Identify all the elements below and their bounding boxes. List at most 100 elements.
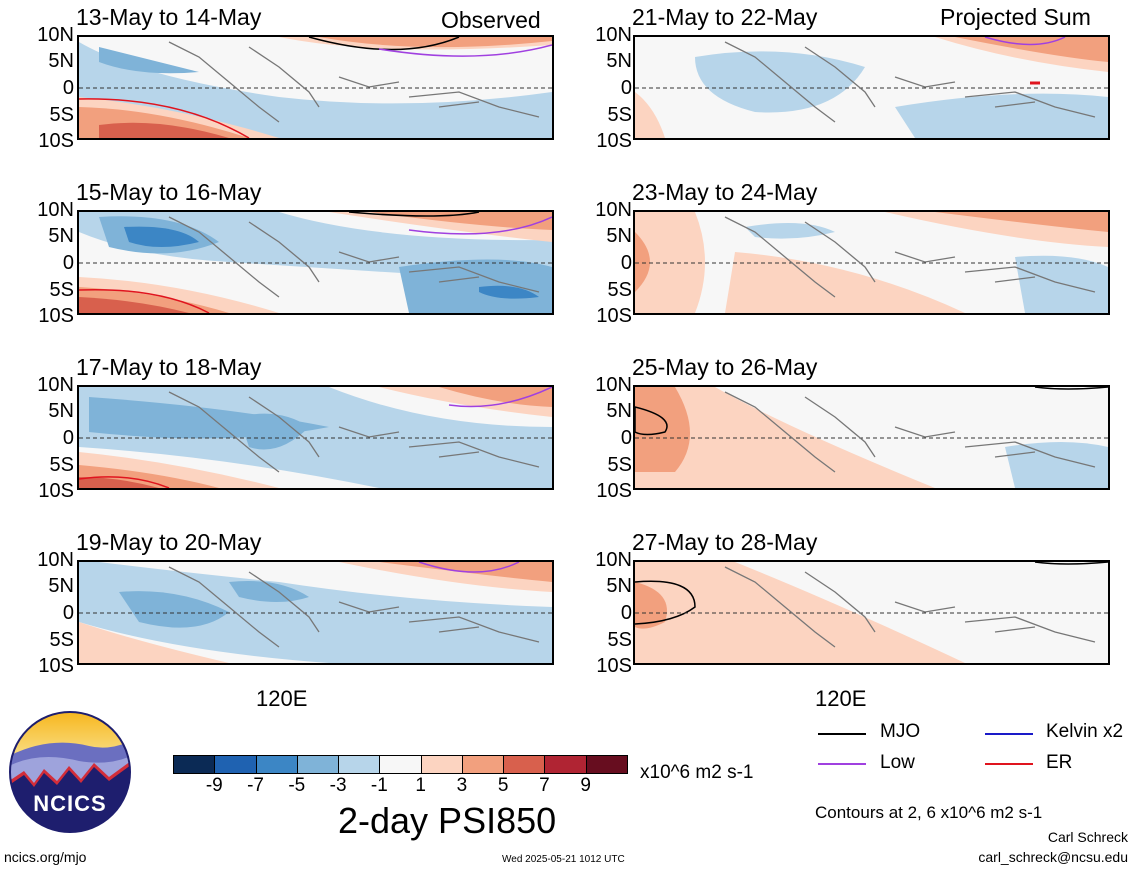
low-legend-label: Low xyxy=(880,752,915,773)
lat-label-left-4-10s: 10S xyxy=(38,655,74,677)
lat-label-left-2-10n: 10N xyxy=(37,199,74,221)
panel-4-title: 19-May to 20-May xyxy=(76,529,262,555)
mjo-legend-label: MJO xyxy=(880,721,921,742)
lat-label-right-2-5s: 5S xyxy=(607,279,632,301)
site-url[interactable]: ncics.org/mjo xyxy=(4,849,87,865)
colorbar-tick-label: 5 xyxy=(497,775,509,796)
colorbar-swatch-9 xyxy=(503,755,546,774)
lat-label-left-1-5s: 5S xyxy=(49,104,74,126)
lon-label-left: 120E xyxy=(256,686,308,711)
lat-label-left-1-0: 0 xyxy=(62,77,74,99)
lat-label-right-3-10s: 10S xyxy=(596,480,632,502)
lat-label-right-1-0: 0 xyxy=(620,77,632,99)
panel-8-title: 27-May to 28-May xyxy=(632,529,818,555)
lat-label-left-3-10n: 10N xyxy=(37,374,74,396)
colorbar-units: x10^6 m2 s-1 xyxy=(640,762,754,783)
colorbar-tick-label: -5 xyxy=(288,775,306,796)
author-email[interactable]: carl_schreck@ncsu.edu xyxy=(978,849,1128,865)
er-legend-label: ER xyxy=(1046,752,1073,773)
ncics-logo: NCICS xyxy=(9,711,131,833)
map-panel-observed-1 xyxy=(77,35,554,140)
colorbar-tick-label: 1 xyxy=(415,775,426,796)
panel-7-title: 25-May to 26-May xyxy=(632,354,818,380)
lat-label-left-4-5s: 5S xyxy=(49,629,74,651)
colorbar-tick-label: -3 xyxy=(329,775,347,796)
colorbar-swatch-6 xyxy=(379,755,422,774)
map-panel-projected-4 xyxy=(633,560,1110,665)
map-panel-projected-2 xyxy=(633,210,1110,315)
projected-label: Projected Sum xyxy=(940,4,1091,30)
colorbar-tick-label: -9 xyxy=(205,775,223,796)
lat-label-left-2-10s: 10S xyxy=(38,305,74,327)
lat-label-right-2-5n: 5N xyxy=(606,225,632,247)
lat-label-left-2-5n: 5N xyxy=(48,225,74,247)
colorbar-swatch-7 xyxy=(420,755,463,774)
colorbar-swatch-3 xyxy=(255,755,298,774)
kelvin-legend-label: Kelvin x2 xyxy=(1046,721,1124,742)
colorbar-swatch-5 xyxy=(338,755,381,774)
colorbar xyxy=(173,755,628,774)
colorbar-swatch-11 xyxy=(585,755,628,774)
lat-label-right-3-10n: 10N xyxy=(595,374,632,396)
lat-label-left-1-5n: 5N xyxy=(48,50,74,72)
lat-label-left-3-0: 0 xyxy=(62,427,74,449)
colorbar-tick-label: 9 xyxy=(580,775,592,796)
map-panel-projected-3 xyxy=(633,385,1110,490)
colorbar-swatch-1 xyxy=(173,755,216,774)
lat-label-right-4-10s: 10S xyxy=(596,655,632,677)
colorbar-tick-label: 7 xyxy=(539,775,550,796)
logo-text: NCICS xyxy=(33,791,107,816)
panel-1-title: 13-May to 14-May xyxy=(76,4,262,30)
panel-3-title: 17-May to 18-May xyxy=(76,354,262,380)
colorbar-swatch-8 xyxy=(461,755,505,774)
lat-label-left-2-5s: 5S xyxy=(49,279,74,301)
colorbar-tick-label: 3 xyxy=(456,775,468,796)
lat-label-right-2-10s: 10S xyxy=(596,305,632,327)
map-panel-observed-2 xyxy=(77,210,554,315)
lat-label-right-2-0: 0 xyxy=(620,252,632,274)
author-name: Carl Schreck xyxy=(1047,829,1128,845)
lat-label-left-4-10n: 10N xyxy=(37,549,74,571)
lat-label-right-4-10n: 10N xyxy=(595,549,632,571)
lat-label-right-1-10n: 10N xyxy=(595,24,632,46)
figure-title: 2-day PSI850 xyxy=(338,800,557,841)
lat-label-right-3-5n: 5N xyxy=(606,400,632,422)
panel-6-title: 23-May to 24-May xyxy=(632,179,818,205)
lat-label-right-2-10n: 10N xyxy=(595,199,632,221)
panel-5-title: 21-May to 22-May xyxy=(632,4,818,30)
lat-label-left-4-0: 0 xyxy=(62,602,74,624)
lat-label-left-2-0: 0 xyxy=(62,252,74,274)
observed-label: Observed xyxy=(441,7,541,33)
colorbar-tick-label: -7 xyxy=(247,775,264,796)
mjo-legend-line xyxy=(818,733,866,735)
kelvin-legend-line xyxy=(985,733,1033,735)
lat-label-right-3-0: 0 xyxy=(620,427,632,449)
lat-label-left-1-10s: 10S xyxy=(38,130,74,152)
lat-label-right-4-5n: 5N xyxy=(606,575,632,597)
colorbar-swatch-10 xyxy=(544,755,587,774)
er-legend-line xyxy=(985,763,1033,765)
map-panel-observed-4 xyxy=(77,560,554,665)
colorbar-tick-label: -1 xyxy=(370,775,388,796)
lat-label-right-4-0: 0 xyxy=(620,602,632,624)
lon-label-right: 120E xyxy=(815,686,867,711)
lat-label-left-3-5n: 5N xyxy=(48,400,74,422)
lat-label-right-1-5s: 5S xyxy=(607,104,632,126)
lat-label-left-3-5s: 5S xyxy=(49,454,74,476)
colorbar-swatch-2 xyxy=(214,755,257,774)
colorbar-labels: -9 -7 -5 -3 -1 1 3 5 7 9 xyxy=(173,775,627,799)
lat-label-right-1-10s: 10S xyxy=(596,130,632,152)
lat-label-left-3-10s: 10S xyxy=(38,480,74,502)
map-panel-observed-3 xyxy=(77,385,554,490)
lat-label-left-4-5n: 5N xyxy=(48,575,74,597)
colorbar-swatch-4 xyxy=(296,755,340,774)
contours-note: Contours at 2, 6 x10^6 m2 s-1 xyxy=(815,803,1043,822)
timestamp: Wed 2025-05-21 1012 UTC xyxy=(502,854,625,865)
lat-label-left-1-10n: 10N xyxy=(37,24,74,46)
lat-label-right-4-5s: 5S xyxy=(607,629,632,651)
low-legend-line xyxy=(818,763,866,765)
panel-2-title: 15-May to 16-May xyxy=(76,179,262,205)
lat-label-right-1-5n: 5N xyxy=(606,50,632,72)
map-panel-projected-1 xyxy=(633,35,1110,140)
lat-label-right-3-5s: 5S xyxy=(607,454,632,476)
